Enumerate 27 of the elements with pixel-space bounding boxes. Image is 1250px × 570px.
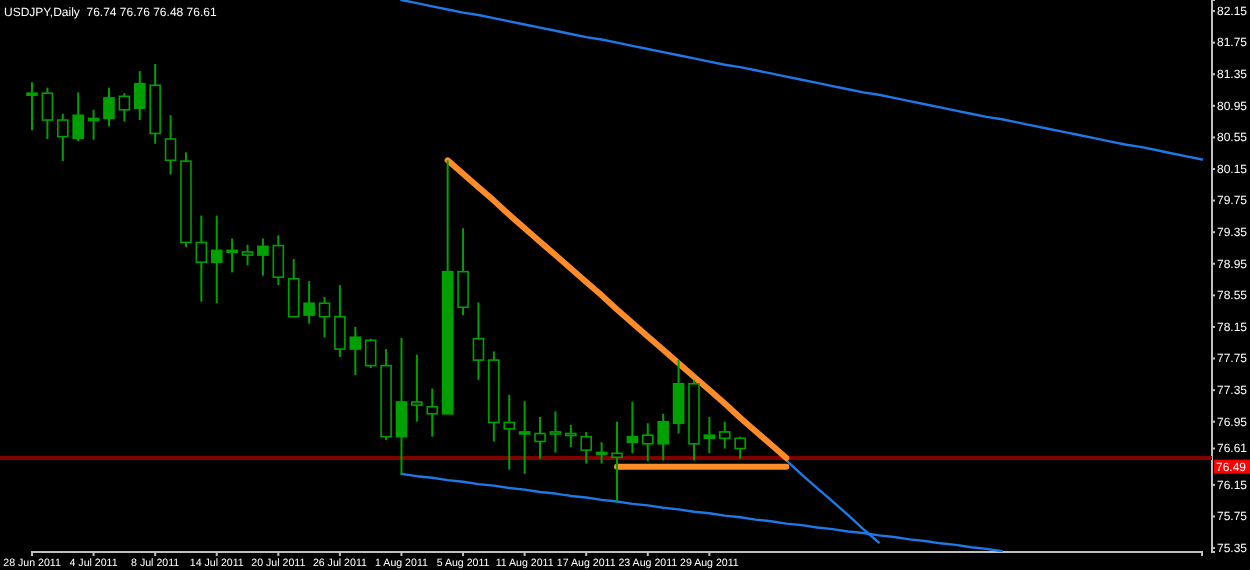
candlestick <box>318 295 331 339</box>
candlestick <box>195 214 208 303</box>
candlestick <box>164 114 177 176</box>
candlestick <box>257 237 269 277</box>
candlestick <box>103 86 115 128</box>
candlestick <box>41 86 54 140</box>
candlestick <box>626 400 639 455</box>
candlestick <box>565 423 577 448</box>
candlestick <box>272 234 285 287</box>
candlestick <box>672 359 685 435</box>
candlestick <box>364 337 377 369</box>
line-series <box>400 0 1204 161</box>
candlestick <box>549 410 562 454</box>
candlestick <box>426 387 439 438</box>
candlestick <box>518 400 531 475</box>
candlestick <box>611 420 623 503</box>
candlestick <box>580 430 593 465</box>
candlestick <box>472 301 485 381</box>
candlestick <box>395 336 408 476</box>
candlestick <box>241 243 254 267</box>
candlestick <box>457 227 469 317</box>
candlestick <box>411 353 423 423</box>
candlestick <box>534 415 546 460</box>
candlestick <box>703 415 716 455</box>
line-series <box>444 157 790 462</box>
candlestick <box>118 92 131 123</box>
candlestick <box>26 81 38 132</box>
